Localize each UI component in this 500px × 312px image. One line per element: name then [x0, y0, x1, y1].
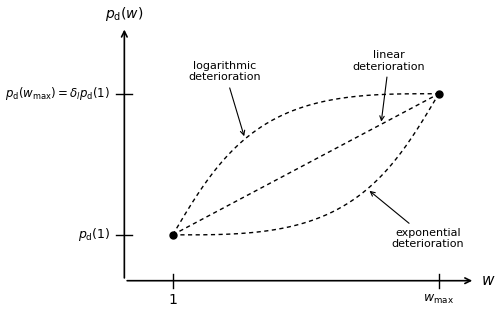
Text: $p_{\mathrm{d}}(1)$: $p_{\mathrm{d}}(1)$ [78, 226, 110, 243]
Text: $w$: $w$ [481, 273, 496, 288]
Text: $p_{\mathrm{d}}(w_{\mathrm{max}})=\delta_l p_{\mathrm{d}}(1)$: $p_{\mathrm{d}}(w_{\mathrm{max}})=\delta… [5, 85, 110, 102]
Text: linear
deterioration: linear deterioration [352, 50, 426, 120]
Text: 1: 1 [168, 293, 177, 307]
Text: $p_{\mathrm{d}}(w)$: $p_{\mathrm{d}}(w)$ [105, 5, 144, 23]
Text: logarithmic
deterioration: logarithmic deterioration [188, 61, 261, 135]
Text: $w_{\mathrm{max}}$: $w_{\mathrm{max}}$ [424, 293, 454, 306]
Text: exponential
deterioration: exponential deterioration [370, 192, 464, 249]
